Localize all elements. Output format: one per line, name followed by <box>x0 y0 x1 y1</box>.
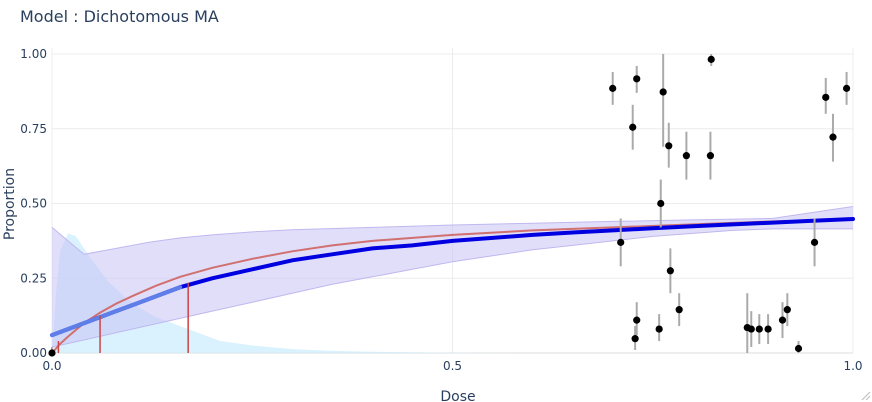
ma-curve-highlight <box>50 285 183 338</box>
data-point <box>755 325 763 333</box>
chart-title: Model : Dichotomous MA <box>20 7 219 26</box>
data-point <box>822 93 830 101</box>
x-tick-label: 0.5 <box>443 359 462 373</box>
data-point <box>783 306 791 314</box>
data-point <box>794 344 803 353</box>
data-point <box>633 75 641 83</box>
data-point <box>764 325 772 333</box>
data-point <box>631 335 639 343</box>
data-point <box>655 325 663 333</box>
data-point <box>633 316 641 324</box>
data-point <box>617 238 625 246</box>
data-point <box>682 152 690 160</box>
y-tick-label: 0.25 <box>20 271 47 285</box>
data-point <box>665 142 673 150</box>
model-curve <box>51 218 854 354</box>
x-axis-title: Dose <box>440 389 475 402</box>
point-layer <box>48 55 851 357</box>
x-tick-label: 1.0 <box>843 359 862 373</box>
data-point <box>609 84 617 92</box>
y-tick-label: 0.00 <box>20 346 47 360</box>
data-point <box>659 88 667 96</box>
data-point <box>666 267 674 275</box>
data-point <box>829 133 837 141</box>
y-tick-label: 1.00 <box>20 47 47 61</box>
data-point <box>706 152 715 160</box>
data-point <box>842 84 851 92</box>
y-axis-title: Proportion <box>2 168 18 240</box>
ci-lower-line <box>51 228 853 348</box>
data-point <box>810 238 819 246</box>
ci-upper-line <box>51 206 854 255</box>
data-point <box>48 349 56 357</box>
data-point <box>629 123 637 131</box>
data-point <box>707 55 715 63</box>
confidence-band <box>52 206 853 347</box>
curve-layer <box>50 217 855 354</box>
axis-layer: 0.00 0.25 0.50 0.75 1.00 0.0 0.5 1.0 <box>20 47 862 373</box>
y-tick-label: 0.75 <box>20 122 47 136</box>
x-tick-label: 0.0 <box>42 359 61 373</box>
data-point <box>778 316 787 324</box>
data-point <box>747 325 755 333</box>
data-point <box>657 199 665 208</box>
resize-handle-icon[interactable] <box>861 391 871 401</box>
data-point <box>675 306 683 314</box>
y-tick-label: 0.50 <box>20 197 47 211</box>
